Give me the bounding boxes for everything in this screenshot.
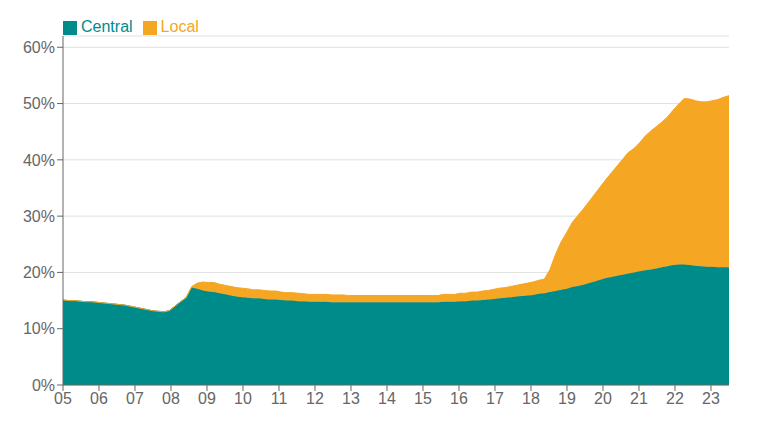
html-text:Local: Local: [160, 18, 199, 35]
svg-text:06: 06: [90, 390, 108, 407]
svg-text:12: 12: [306, 390, 324, 407]
svg-text:50%: 50%: [23, 95, 55, 112]
svg-text:21: 21: [630, 390, 648, 407]
svg-text:18: 18: [522, 390, 540, 407]
svg-text:14: 14: [378, 390, 396, 407]
svg-text:13: 13: [342, 390, 360, 407]
svg-text:05: 05: [54, 390, 72, 407]
svg-text:20: 20: [594, 390, 612, 407]
svg-text:10: 10: [234, 390, 252, 407]
svg-text:09: 09: [198, 390, 216, 407]
svg-text:19: 19: [558, 390, 576, 407]
svg-text:30%: 30%: [23, 208, 55, 225]
svg-text:22: 22: [666, 390, 684, 407]
svg-text:20%: 20%: [23, 264, 55, 281]
svg-text:17: 17: [486, 390, 504, 407]
svg-text:16: 16: [450, 390, 468, 407]
svg-text:60%: 60%: [23, 39, 55, 56]
svg-text:15: 15: [414, 390, 432, 407]
svg-text:40%: 40%: [23, 152, 55, 169]
html-text:Central: Central: [81, 18, 133, 35]
svg-text:0%: 0%: [32, 377, 55, 394]
svg-text:23: 23: [702, 390, 720, 407]
svg-text:10%: 10%: [23, 320, 55, 337]
svg-text:11: 11: [271, 390, 288, 407]
svg-text:08: 08: [162, 390, 180, 407]
svg-text:07: 07: [126, 390, 144, 407]
